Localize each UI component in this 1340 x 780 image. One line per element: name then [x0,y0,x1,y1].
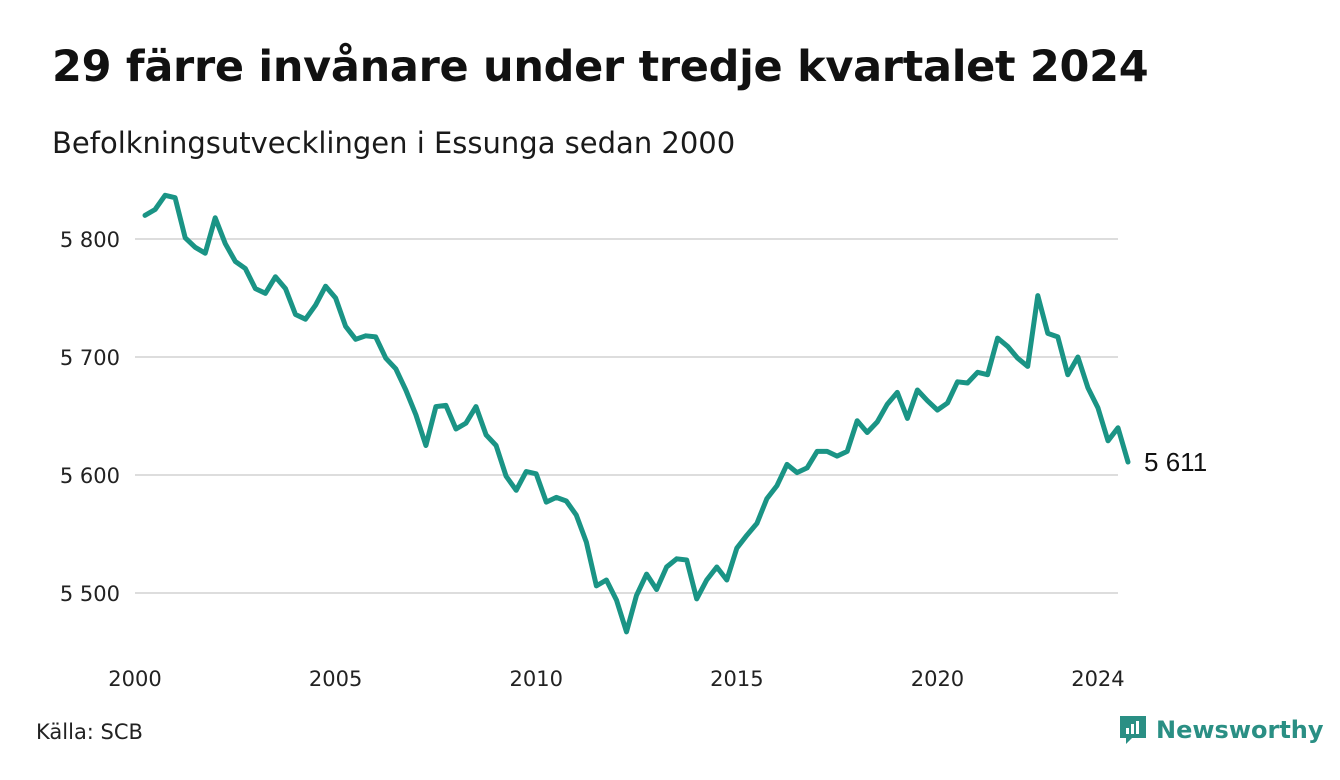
chart-title: 29 färre invånare under tredje kvartalet… [52,42,1149,92]
end-label-layer: 5 611 [1144,447,1207,477]
y-tick-label: 5 800 [60,228,120,252]
x-tick-label: 2000 [108,667,161,691]
series-layer [142,192,1131,635]
x-tick-label: 2010 [509,667,562,691]
newsworthy-logo-icon [1120,716,1146,744]
x-axis: 2000 2005 2010 2015 2020 2024 [108,667,1124,691]
chart-subtitle: Befolkningsutvecklingen i Essunga sedan … [52,126,736,160]
x-tick-label: 2024 [1071,667,1124,691]
x-tick-label: 2005 [309,667,362,691]
y-tick-label: 5 700 [60,346,120,370]
y-tick-label: 5 500 [60,582,120,606]
brand-logo: Newsworthy [1118,714,1324,746]
y-tick-label: 5 600 [60,464,120,488]
y-axis: 5 500 5 600 5 700 5 800 [60,228,120,606]
source-note: Källa: SCB [36,720,143,744]
series-line [142,192,1131,635]
brand-name: Newsworthy [1156,716,1324,744]
gridlines [135,238,1118,594]
x-tick-label: 2020 [911,667,964,691]
x-tick-label: 2015 [710,667,763,691]
end-value-label: 5 611 [1144,447,1207,477]
